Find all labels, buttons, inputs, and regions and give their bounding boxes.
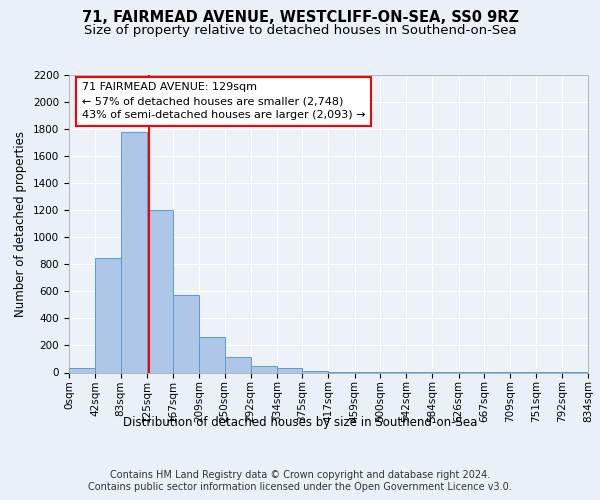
Text: Contains public sector information licensed under the Open Government Licence v3: Contains public sector information licen… — [88, 482, 512, 492]
Text: 71, FAIRMEAD AVENUE, WESTCLIFF-ON-SEA, SS0 9RZ: 71, FAIRMEAD AVENUE, WESTCLIFF-ON-SEA, S… — [82, 10, 518, 25]
Bar — [121, 132, 147, 372]
Bar — [69, 368, 95, 372]
Bar — [302, 371, 329, 372]
Text: Contains HM Land Registry data © Crown copyright and database right 2024.: Contains HM Land Registry data © Crown c… — [110, 470, 490, 480]
Bar — [277, 368, 302, 372]
Text: Size of property relative to detached houses in Southend-on-Sea: Size of property relative to detached ho… — [83, 24, 517, 37]
Y-axis label: Number of detached properties: Number of detached properties — [14, 130, 28, 317]
Bar — [199, 338, 224, 372]
Text: 71 FAIRMEAD AVENUE: 129sqm
← 57% of detached houses are smaller (2,748)
43% of s: 71 FAIRMEAD AVENUE: 129sqm ← 57% of deta… — [82, 82, 365, 120]
Bar — [251, 366, 277, 372]
Bar — [147, 210, 173, 372]
Bar — [224, 357, 251, 372]
Bar — [95, 258, 121, 372]
Text: Distribution of detached houses by size in Southend-on-Sea: Distribution of detached houses by size … — [123, 416, 477, 429]
Bar — [173, 294, 199, 372]
